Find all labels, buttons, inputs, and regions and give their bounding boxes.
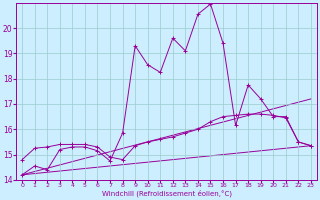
X-axis label: Windchill (Refroidissement éolien,°C): Windchill (Refroidissement éolien,°C) — [101, 190, 232, 197]
